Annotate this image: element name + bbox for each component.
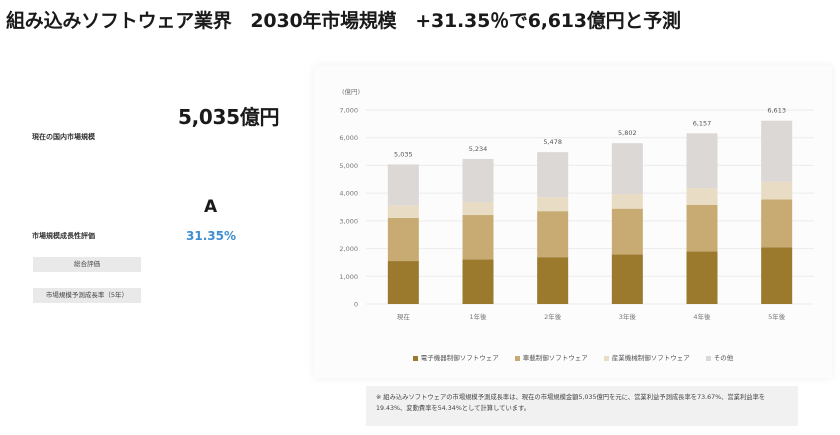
y-unit-label: (億円) [342,87,360,96]
bar-segment [537,211,569,258]
bar-segment [761,120,793,182]
chart-card: (億円) 0 1,000 2,000 3,000 4,000 5,000 6,000 7,000… [314,66,832,378]
x-tick-label: 現在 [397,312,411,321]
bar-segment [387,217,419,262]
bar-segment [387,261,419,304]
bar-segment [611,143,643,194]
bar-segment [761,199,793,248]
market-size-label: 現在の国内市場規模 [32,133,95,141]
summary-panel: 現在の国内市場規模 5,035億円 市場規模成長性評価 総合評価 A 市場規模予… [0,60,300,390]
bar-total-label: 5,234 [469,145,488,153]
overall-evaluation-value: A [204,197,218,217]
legend-swatch [514,355,520,361]
legend-item: その他 [705,352,734,362]
x-tick-label: 3年後 [619,312,637,321]
chart-legend: 電子機器制御ソフトウェア 車載制御ソフトウェア 産業機械制御ソフトウェア その他 [314,352,832,362]
bar-segment [686,251,718,304]
page-title: 組み込みソフトウェア業界 2030年市場規模 +31.35％で6,613億円と予… [6,10,681,32]
y-tick-label: 1,000 [339,273,358,281]
market-size-value: 5,035億円 [178,105,280,129]
x-tick-label: 1年後 [469,312,487,321]
x-tick-label: 5年後 [768,312,786,321]
bar-segment [537,257,569,304]
x-tick-label: 2年後 [544,312,562,321]
x-tick-label: 4年後 [693,312,711,321]
y-tick-label: 2,000 [339,245,358,253]
bar-segment [462,259,494,304]
legend-swatch [603,355,609,361]
bar-segment [686,188,718,205]
bar-total-label: 6,157 [693,119,712,127]
bar-total-label: 5,802 [618,129,637,137]
bar-segment [611,208,643,255]
evaluation-label: 市場規模成長性評価 [32,232,95,240]
growth-rate-label: 市場規模予測成長率（5年） [33,288,141,303]
bar-segment [761,181,793,200]
bar-total-label: 6,613 [767,107,786,115]
bar-segment [537,197,569,212]
overall-evaluation-label: 総合評価 [33,257,141,272]
growth-rate-value: 31.35% [186,229,236,243]
y-tick-label: 0 [354,301,358,309]
y-tick-label: 7,000 [339,107,358,115]
legend-label: その他 [713,354,734,362]
legend-label: 産業機械制御ソフトウェア [611,354,690,362]
bar-segment [611,254,643,304]
y-tick-label: 5,000 [339,162,358,170]
bar-segment [462,202,494,216]
y-tick-label: 4,000 [339,190,358,198]
footnote: ※ 組み込みソフトウェアの市場規模予測成長率は、現在の市場規模金額5,035億円… [366,386,798,426]
stacked-bar-chart: (億円) 0 1,000 2,000 3,000 4,000 5,000 6,000 7,000… [339,87,814,321]
legend-label: 車載制御ソフトウェア [522,354,588,362]
bar-total-label: 5,478 [543,138,562,146]
bar-segment [462,215,494,260]
legend-item: 産業機械制御ソフトウェア [603,352,690,362]
legend-item: 電子機器制御ソフトウェア [412,352,499,362]
bar-segment [387,205,419,218]
bar-segment [462,158,494,203]
legend-swatch [705,355,711,361]
bar-segment [387,164,419,206]
bar-segment [686,204,718,252]
y-tick-label: 6,000 [339,134,358,142]
legend-item: 車載制御ソフトウェア [514,352,588,362]
bar-segment [611,193,643,209]
bar-total-label: 5,035 [394,150,413,158]
bar-segment [686,133,718,189]
y-tick-label: 3,000 [339,217,358,225]
legend-swatch [412,355,418,361]
legend-label: 電子機器制御ソフトウェア [420,354,499,362]
bar-segment [537,152,569,198]
bar-segment [761,247,793,304]
